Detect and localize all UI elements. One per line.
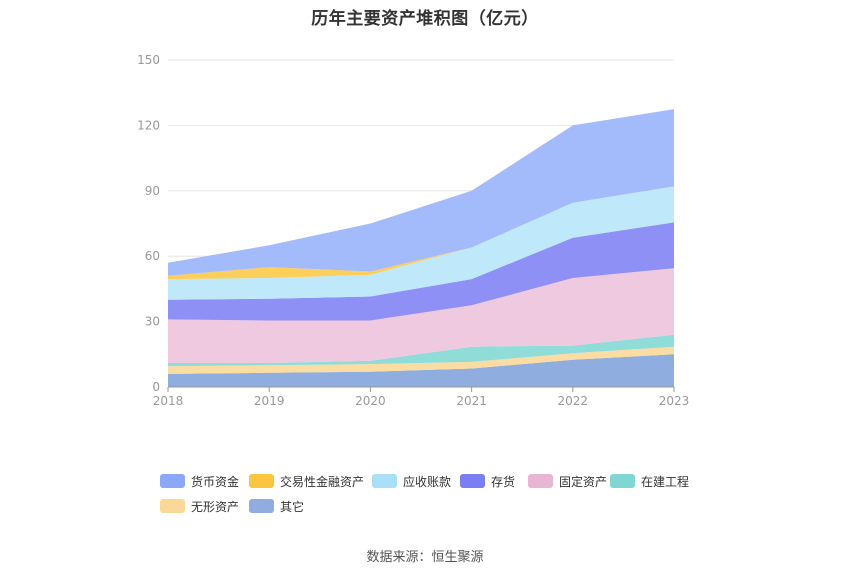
legend-swatch bbox=[610, 474, 635, 488]
area-series-应收账款 bbox=[168, 186, 674, 300]
x-tick-label: 2021 bbox=[456, 394, 487, 408]
axes: 0 30 60 90 120 150 2018 2019 2020 2021 2022 2023 bbox=[137, 53, 689, 408]
x-tick-label: 2023 bbox=[659, 394, 690, 408]
chart-title: 历年主要资产堆积图（亿元） bbox=[311, 9, 539, 29]
y-tick-label: 30 bbox=[145, 315, 160, 329]
y-tick-label: 120 bbox=[137, 118, 160, 132]
legend-label: 在建工程 bbox=[641, 474, 690, 489]
legend-swatch bbox=[372, 474, 397, 488]
legend-swatch bbox=[528, 474, 553, 488]
legend-label: 存货 bbox=[491, 474, 516, 489]
legend-item[interactable]: 固定资产 bbox=[528, 472, 607, 490]
x-tick-label: 2018 bbox=[153, 394, 184, 408]
y-tick-label: 150 bbox=[137, 53, 160, 67]
x-tick-label: 2020 bbox=[355, 394, 386, 408]
legend-item[interactable]: 存货 bbox=[460, 472, 515, 490]
legend-label: 其它 bbox=[280, 499, 305, 514]
area-series-货币资金 bbox=[168, 109, 674, 276]
legend-item[interactable]: 货币资金 bbox=[160, 472, 239, 490]
area-series-存货 bbox=[168, 222, 674, 321]
legend-item[interactable]: 交易性金融资产 bbox=[249, 472, 364, 490]
legend-item[interactable]: 在建工程 bbox=[610, 472, 689, 490]
y-tick-label: 90 bbox=[145, 184, 160, 198]
legend-item[interactable]: 其它 bbox=[249, 497, 304, 515]
area-series-其它 bbox=[168, 354, 674, 387]
legend-swatch bbox=[160, 499, 185, 513]
area-series-无形资产 bbox=[168, 346, 674, 374]
area-series-在建工程 bbox=[168, 334, 674, 367]
legend-swatch bbox=[249, 499, 274, 513]
legend-label: 交易性金融资产 bbox=[280, 474, 365, 489]
area-series-固定资产 bbox=[168, 268, 674, 363]
area-series bbox=[168, 109, 674, 387]
legend-label: 应收账款 bbox=[403, 474, 452, 489]
legend-swatch bbox=[160, 474, 185, 488]
legend-label: 固定资产 bbox=[559, 474, 608, 489]
legend-swatch bbox=[249, 474, 274, 488]
legend-label: 无形资产 bbox=[191, 499, 240, 514]
x-tick-label: 2022 bbox=[558, 394, 589, 408]
x-tick-label: 2019 bbox=[254, 394, 285, 408]
legend-swatch bbox=[460, 474, 485, 488]
area-series-交易性金融资产 bbox=[168, 186, 674, 280]
y-tick-label: 60 bbox=[145, 249, 160, 263]
legend-label: 货币资金 bbox=[191, 474, 240, 489]
legend-item[interactable]: 无形资产 bbox=[160, 497, 239, 515]
data-source: 数据来源：恒生聚源 bbox=[366, 550, 484, 565]
y-tick-label: 0 bbox=[152, 380, 160, 394]
legend-item[interactable]: 应收账款 bbox=[372, 472, 451, 490]
